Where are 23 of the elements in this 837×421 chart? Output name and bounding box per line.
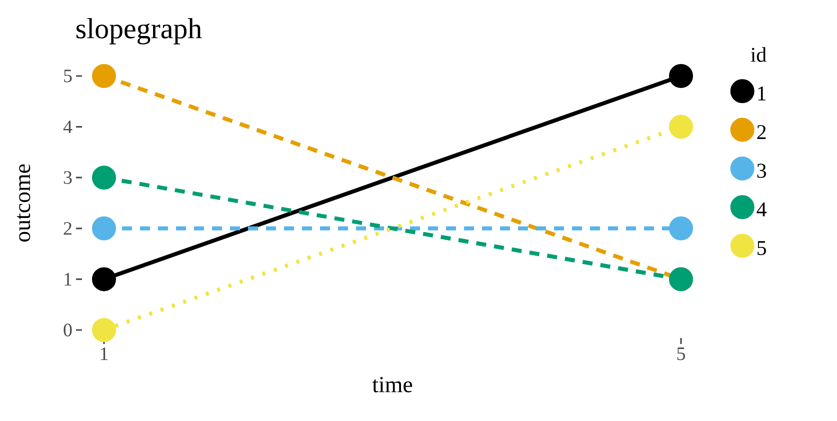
y-tick-label: 4: [63, 120, 72, 134]
point: [92, 267, 116, 292]
legend-label: 2: [757, 125, 766, 139]
point: [92, 318, 116, 342]
y-tick-label: 2: [64, 222, 72, 235]
y-tick-label: 5: [64, 70, 72, 82]
y-tick-label: 0: [64, 324, 72, 336]
y-axis-title: outcome: [17, 164, 30, 242]
legend-label: 4: [756, 202, 766, 216]
point: [669, 64, 694, 88]
y-tick-label: 1: [64, 272, 72, 286]
y-tick-label: 3: [64, 171, 72, 184]
legend-label: 3: [757, 164, 766, 178]
x-axis-title: time: [372, 376, 412, 392]
point: [669, 216, 694, 240]
point: [92, 64, 116, 88]
point: [669, 114, 694, 139]
point: [92, 166, 116, 190]
legend-label: 5: [758, 241, 766, 256]
legend-title: id: [750, 47, 766, 62]
point: [92, 216, 116, 240]
legend-label: 1: [758, 86, 766, 100]
chart-title: slopegraph: [76, 18, 202, 44]
